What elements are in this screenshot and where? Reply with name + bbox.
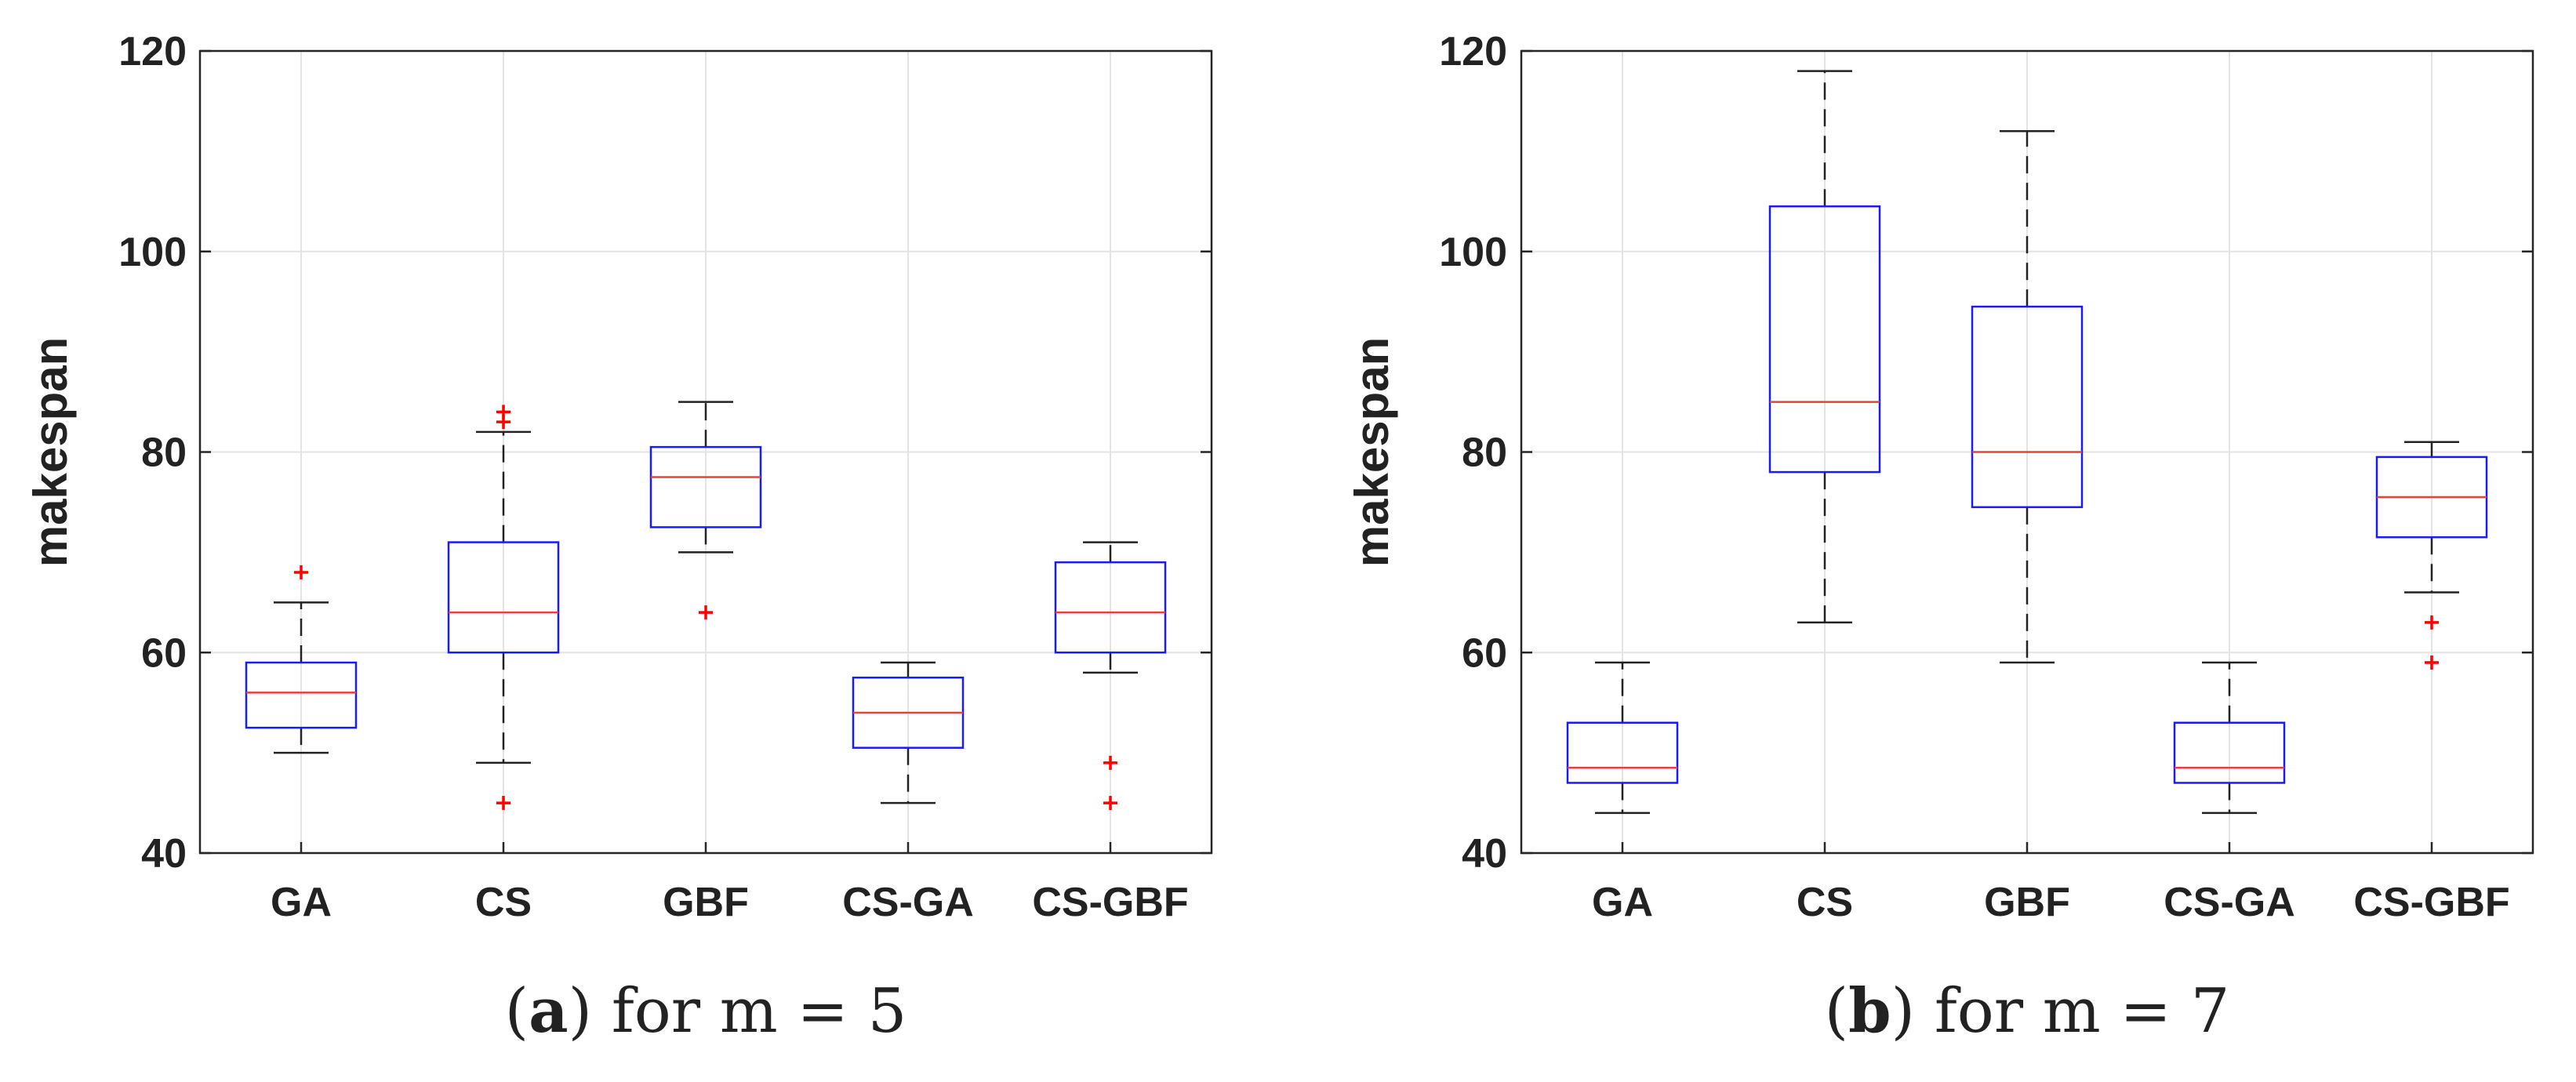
box-ga [245,565,358,754]
y-tick-label: 60 [1462,630,1507,676]
outlier-marker [294,565,308,579]
caption-a: (a) for m = 5 [504,975,907,1047]
box-cs [447,405,560,811]
caption-b-text: for m = 7 [1934,976,2230,1047]
x-tick-label: GA [1592,880,1653,925]
outlier-marker [496,796,510,811]
x-tick-label: GBF [1984,880,2070,925]
iqr-box [1054,561,1167,654]
x-tick-label: CS [475,880,532,925]
caption-a-text: for m = 5 [611,976,907,1047]
iqr-box [1566,721,1679,784]
iqr-box [1768,205,1881,474]
box-cs [1768,70,1881,624]
outlier-marker [2425,655,2439,670]
box-cs-ga [2173,661,2286,815]
caption-a-letter: a [529,975,569,1047]
x-tick-label: CS [1797,880,1853,925]
y-tick-label: 80 [141,430,187,476]
caption-b: (b) for m = 7 [1824,975,2230,1047]
outlier-marker [496,405,510,419]
x-tick-label: CS-GBF [2353,880,2509,925]
x-tick-label: GBF [663,880,749,925]
y-tick-label: 100 [1439,230,1507,275]
caption-b-letter: b [1848,975,1891,1047]
box-gbf [649,401,762,620]
box-ga [1566,661,1679,815]
box-cs-gbf [1054,541,1167,811]
y-tick-label: 40 [1462,831,1507,877]
iqr-box [1971,305,2084,509]
y-tick-label: 100 [118,230,187,275]
y-axis-label: makespan [24,337,77,568]
outlier-marker [1103,796,1117,811]
panel-a-chart: 40 60 80 100 120 GA CS GBF CS-GA CS-GBF makespan [24,29,1213,925]
x-tick-label: CS-GA [2164,880,2295,925]
iqr-box [245,661,358,729]
box-gbf [1971,130,2084,664]
outlier-marker [2425,615,2439,630]
panel-b-chart: 40 60 80 100 120 GA CS GBF CS-GA CS-GBF makespan [1346,29,2534,925]
y-tick-label: 40 [141,831,187,877]
y-tick-label: 120 [118,29,187,74]
y-tick-label: 120 [1439,29,1507,74]
outlier-marker [699,605,713,620]
outlier-marker [1103,755,1117,770]
x-tick-label: CS-GA [842,880,974,925]
x-tick-label: CS-GBF [1032,880,1188,925]
y-axis-label: makespan [1346,337,1398,568]
x-tick-label: GA [271,880,332,925]
iqr-box [447,541,560,654]
iqr-box [649,445,762,528]
iqr-box [2173,721,2286,784]
box-cs-ga [852,661,965,804]
box-cs-gbf [2375,441,2488,670]
y-tick-label: 60 [141,630,187,676]
y-tick-label: 80 [1462,430,1507,476]
